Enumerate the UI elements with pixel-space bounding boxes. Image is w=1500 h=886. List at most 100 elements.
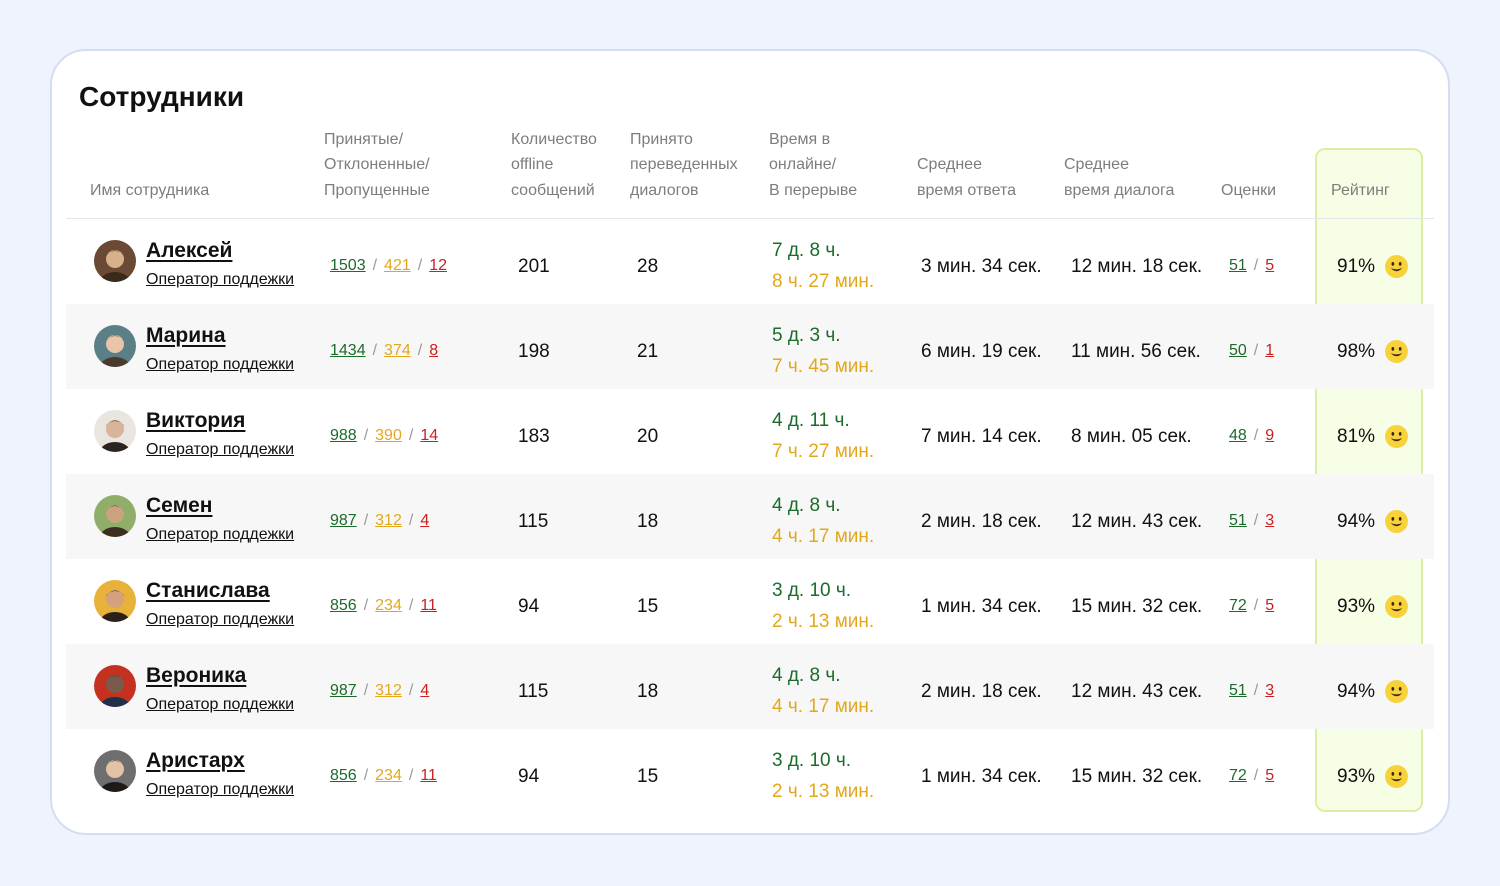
grades: 72 / 5 <box>1229 597 1274 615</box>
rejected-count-link[interactable]: 234 <box>375 597 402 614</box>
bad-grades-link[interactable]: 1 <box>1265 342 1275 359</box>
chat-counts: 856 / 234 / 11 <box>330 767 437 785</box>
rejected-count-link[interactable]: 234 <box>375 767 402 784</box>
offline-messages-count: 94 <box>518 766 540 787</box>
rating-value: 91% <box>1337 256 1376 277</box>
avatar-photo <box>94 750 136 792</box>
missed-count-link[interactable]: 4 <box>420 512 430 529</box>
employee-name-link[interactable]: Аристарх <box>146 749 245 772</box>
missed-count-link[interactable]: 12 <box>429 257 447 274</box>
header-online-time-line: В перерыве <box>769 181 858 199</box>
rejected-count-link[interactable]: 312 <box>375 682 402 699</box>
rejected-count-link[interactable]: 374 <box>384 342 411 359</box>
offline-messages-count: 115 <box>518 681 549 702</box>
chat-counts: 987 / 312 / 4 <box>330 682 429 700</box>
avg-response-time: 2 мин. 18 сек. <box>921 511 1042 532</box>
accepted-count-link[interactable]: 856 <box>330 597 357 614</box>
table-row: Аристарх Оператор поддежки 856 / 234 / 11 94… <box>66 729 1434 814</box>
accepted-count-link[interactable]: 988 <box>330 427 357 444</box>
header-counts: Принятые/ Отклоненные/ Пропущенные <box>324 125 430 219</box>
avg-dialog-time: 8 мин. 05 сек. <box>1071 426 1192 447</box>
avg-response-time: 6 мин. 19 сек. <box>921 341 1042 362</box>
slash-separator: / <box>408 682 414 699</box>
employee-role-link[interactable]: Оператор поддежки <box>146 696 295 713</box>
rejected-count-link[interactable]: 421 <box>384 257 411 274</box>
employee-role-link[interactable]: Оператор поддежки <box>146 271 295 288</box>
accepted-count-link[interactable]: 1503 <box>330 257 366 274</box>
bad-grades-link[interactable]: 5 <box>1265 597 1275 614</box>
employee-name-link[interactable]: Марина <box>146 324 226 347</box>
online-time: 4 д. 8 ч. <box>772 495 841 516</box>
table-row: Виктория Оператор поддежки 988 / 390 / 14 18… <box>66 389 1434 474</box>
rejected-count-link[interactable]: 390 <box>375 427 402 444</box>
missed-count-link[interactable]: 8 <box>429 342 439 359</box>
good-grades-link[interactable]: 51 <box>1229 257 1247 274</box>
employee-name-link[interactable]: Алексей <box>146 239 233 262</box>
employee-role-link[interactable]: Оператор поддежки <box>146 356 295 373</box>
header-name-line: Имя сотрудника <box>90 181 210 199</box>
accepted-count-link[interactable]: 987 <box>330 682 357 699</box>
transferred-dialogs-count: 21 <box>637 341 659 362</box>
header-online-time-line: онлайне/ <box>769 156 837 173</box>
good-grades-link[interactable]: 51 <box>1229 682 1247 699</box>
bad-grades-link[interactable]: 5 <box>1265 767 1275 784</box>
avg-dialog-time: 15 мин. 32 сек. <box>1071 596 1203 617</box>
avatar-photo <box>94 410 136 452</box>
bad-grades-link[interactable]: 3 <box>1265 682 1275 699</box>
header-transferred-line: Принято <box>630 130 693 148</box>
bad-grades-link[interactable]: 3 <box>1265 512 1275 529</box>
smiling-face-icon <box>1385 340 1408 363</box>
smiling-face-icon <box>1385 680 1408 703</box>
employee-name-link[interactable]: Вероника <box>146 664 247 687</box>
good-grades-link[interactable]: 72 <box>1229 597 1247 614</box>
slash-separator: / <box>363 767 369 784</box>
online-time: 5 д. 3 ч. <box>772 325 841 346</box>
chat-counts: 987 / 312 / 4 <box>330 512 429 530</box>
bad-grades-link[interactable]: 9 <box>1265 427 1275 444</box>
offline-messages-count: 201 <box>518 256 550 277</box>
employee-name-link[interactable]: Станислава <box>146 579 270 602</box>
good-grades-link[interactable]: 51 <box>1229 512 1247 529</box>
avatar <box>94 750 136 792</box>
avatar-photo <box>94 495 136 537</box>
avatar-photo <box>94 325 136 367</box>
employee-role-link[interactable]: Оператор поддежки <box>146 781 295 798</box>
bad-grades-link[interactable]: 5 <box>1265 257 1275 274</box>
smiling-face-icon <box>1385 255 1408 278</box>
online-time: 3 д. 10 ч. <box>772 750 852 771</box>
rating-value: 94% <box>1337 511 1376 532</box>
rejected-count-link[interactable]: 312 <box>375 512 402 529</box>
avg-dialog-time: 12 мин. 43 сек. <box>1071 681 1203 702</box>
employee-role-link[interactable]: Оператор поддежки <box>146 441 295 458</box>
employee-role-link[interactable]: Оператор поддежки <box>146 611 295 628</box>
break-time: 7 ч. 45 мин. <box>772 356 875 377</box>
good-grades-link[interactable]: 72 <box>1229 767 1247 784</box>
accepted-count-link[interactable]: 1434 <box>330 342 366 359</box>
header-rating-line: Рейтинг <box>1331 181 1390 199</box>
avg-response-time: 1 мин. 34 сек. <box>921 766 1042 787</box>
missed-count-link[interactable]: 11 <box>420 767 437 784</box>
accepted-count-link[interactable]: 987 <box>330 512 357 529</box>
chat-counts: 1434 / 374 / 8 <box>330 342 438 360</box>
header-avg-response: Среднее время ответа <box>917 125 1016 219</box>
employee-name-link[interactable]: Семен <box>146 494 213 517</box>
missed-count-link[interactable]: 4 <box>420 682 430 699</box>
employee-name-link[interactable]: Виктория <box>146 409 246 432</box>
slash-separator: / <box>363 597 369 614</box>
table-row: Алексей Оператор поддежки 1503 / 421 / 12 20… <box>66 219 1434 304</box>
missed-count-link[interactable]: 11 <box>420 597 437 614</box>
break-time: 7 ч. 27 мин. <box>772 441 875 462</box>
grades: 51 / 3 <box>1229 512 1274 530</box>
table-row: Станислава Оператор поддежки 856/234/11 … <box>66 559 1434 644</box>
accepted-count-link[interactable]: 856 <box>330 767 357 784</box>
good-grades-link[interactable]: 50 <box>1229 342 1247 359</box>
slash-separator: / <box>363 427 369 444</box>
missed-count-link[interactable]: 14 <box>420 427 439 444</box>
header-name: Имя сотрудника <box>90 125 209 219</box>
table-row: Вероника Оператор поддежки 987 / 312 / 4 115… <box>66 644 1434 729</box>
employee-role-link[interactable]: Оператор поддежки <box>146 526 295 543</box>
grades: 48 / 9 <box>1229 427 1274 445</box>
avatar <box>94 665 136 707</box>
good-grades-link[interactable]: 48 <box>1229 427 1247 444</box>
slash-separator: / <box>372 342 378 359</box>
